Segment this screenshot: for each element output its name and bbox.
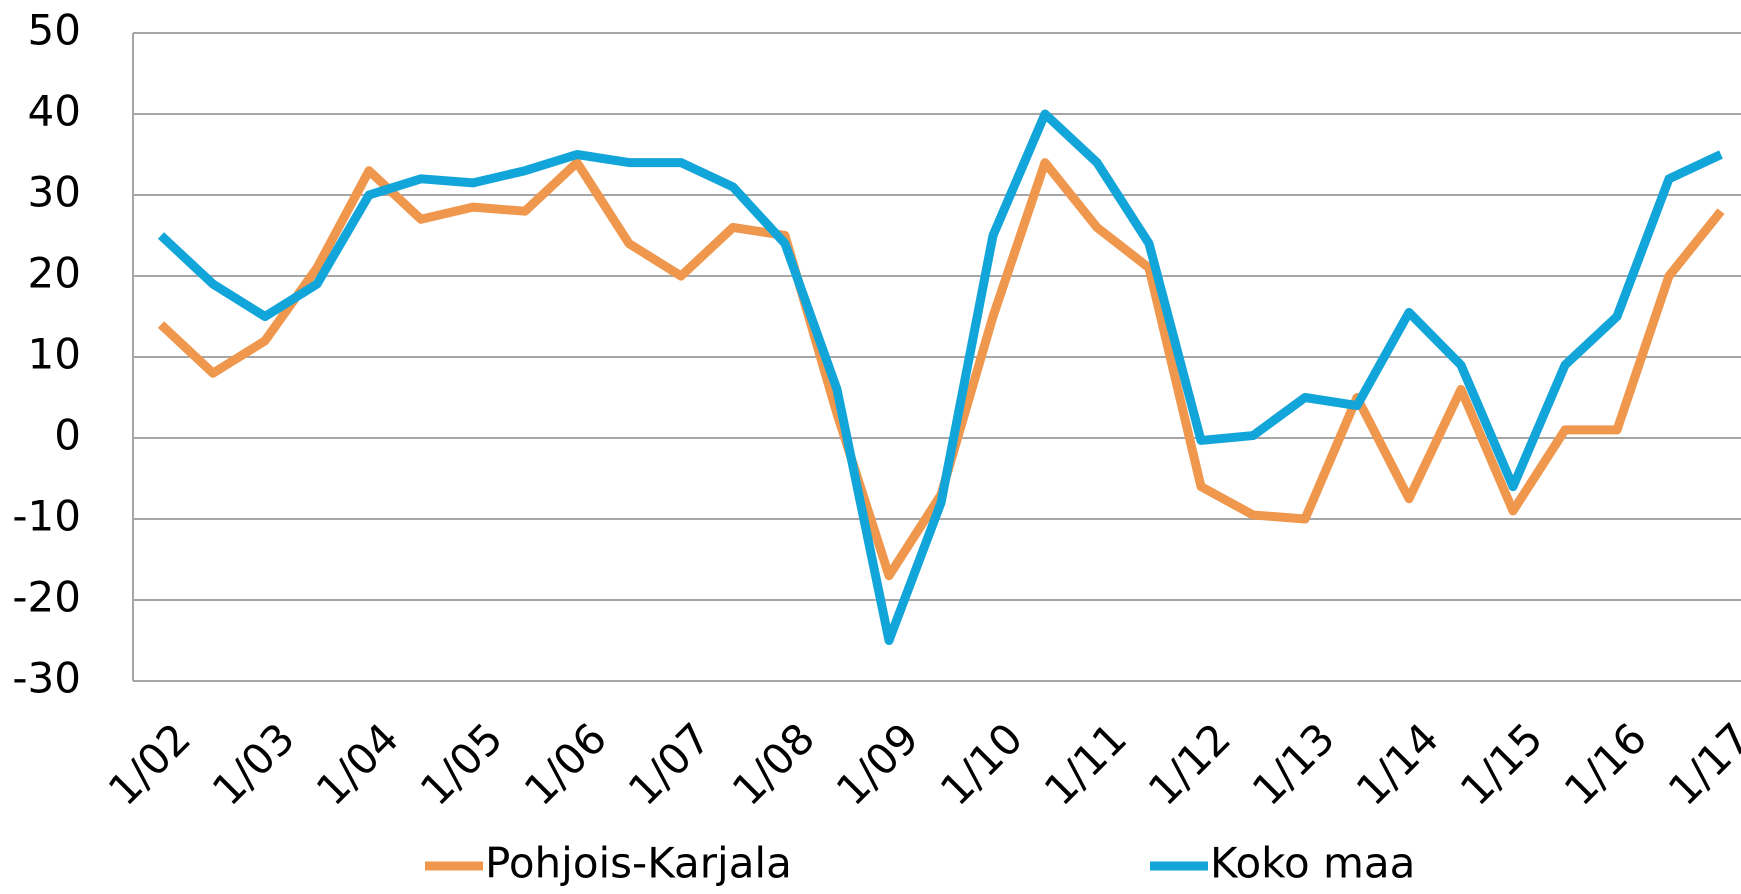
x-tick-label: 1/08 (723, 713, 824, 814)
y-tick-label: 40 (28, 87, 81, 136)
x-tick-label: 1/06 (515, 713, 616, 814)
x-tick-label: 1/07 (619, 713, 720, 814)
y-tick-label: -10 (12, 492, 81, 541)
x-tick-label: 1/15 (1451, 713, 1552, 814)
x-tick-label: 1/09 (827, 713, 928, 814)
x-tick-label: 1/13 (1243, 713, 1344, 814)
x-tick-label: 1/12 (1139, 713, 1240, 814)
x-tick-label: 1/02 (99, 713, 200, 814)
y-tick-label: 10 (28, 330, 81, 379)
y-tick-label: 0 (54, 411, 81, 460)
x-tick-label: 1/16 (1555, 713, 1656, 814)
y-tick-label: 30 (28, 168, 81, 217)
y-tick-label: -30 (12, 654, 81, 703)
x-tick-label: 1/03 (203, 713, 304, 814)
x-tick-label: 1/10 (931, 713, 1032, 814)
x-tick-label: 1/14 (1347, 713, 1448, 814)
x-tick-label: 1/05 (411, 713, 512, 814)
legend-label: Pohjois-Karjala (485, 839, 792, 888)
legend-label: Koko maa (1210, 839, 1415, 888)
x-tick-label: 1/04 (307, 713, 408, 814)
x-tick-label: 1/11 (1035, 713, 1136, 814)
y-tick-label: -20 (12, 573, 81, 622)
y-tick-label: 20 (28, 249, 81, 298)
x-tick-label: 1/17 (1659, 713, 1741, 814)
series-line (157, 109, 1723, 645)
y-tick-label: 50 (28, 6, 81, 55)
